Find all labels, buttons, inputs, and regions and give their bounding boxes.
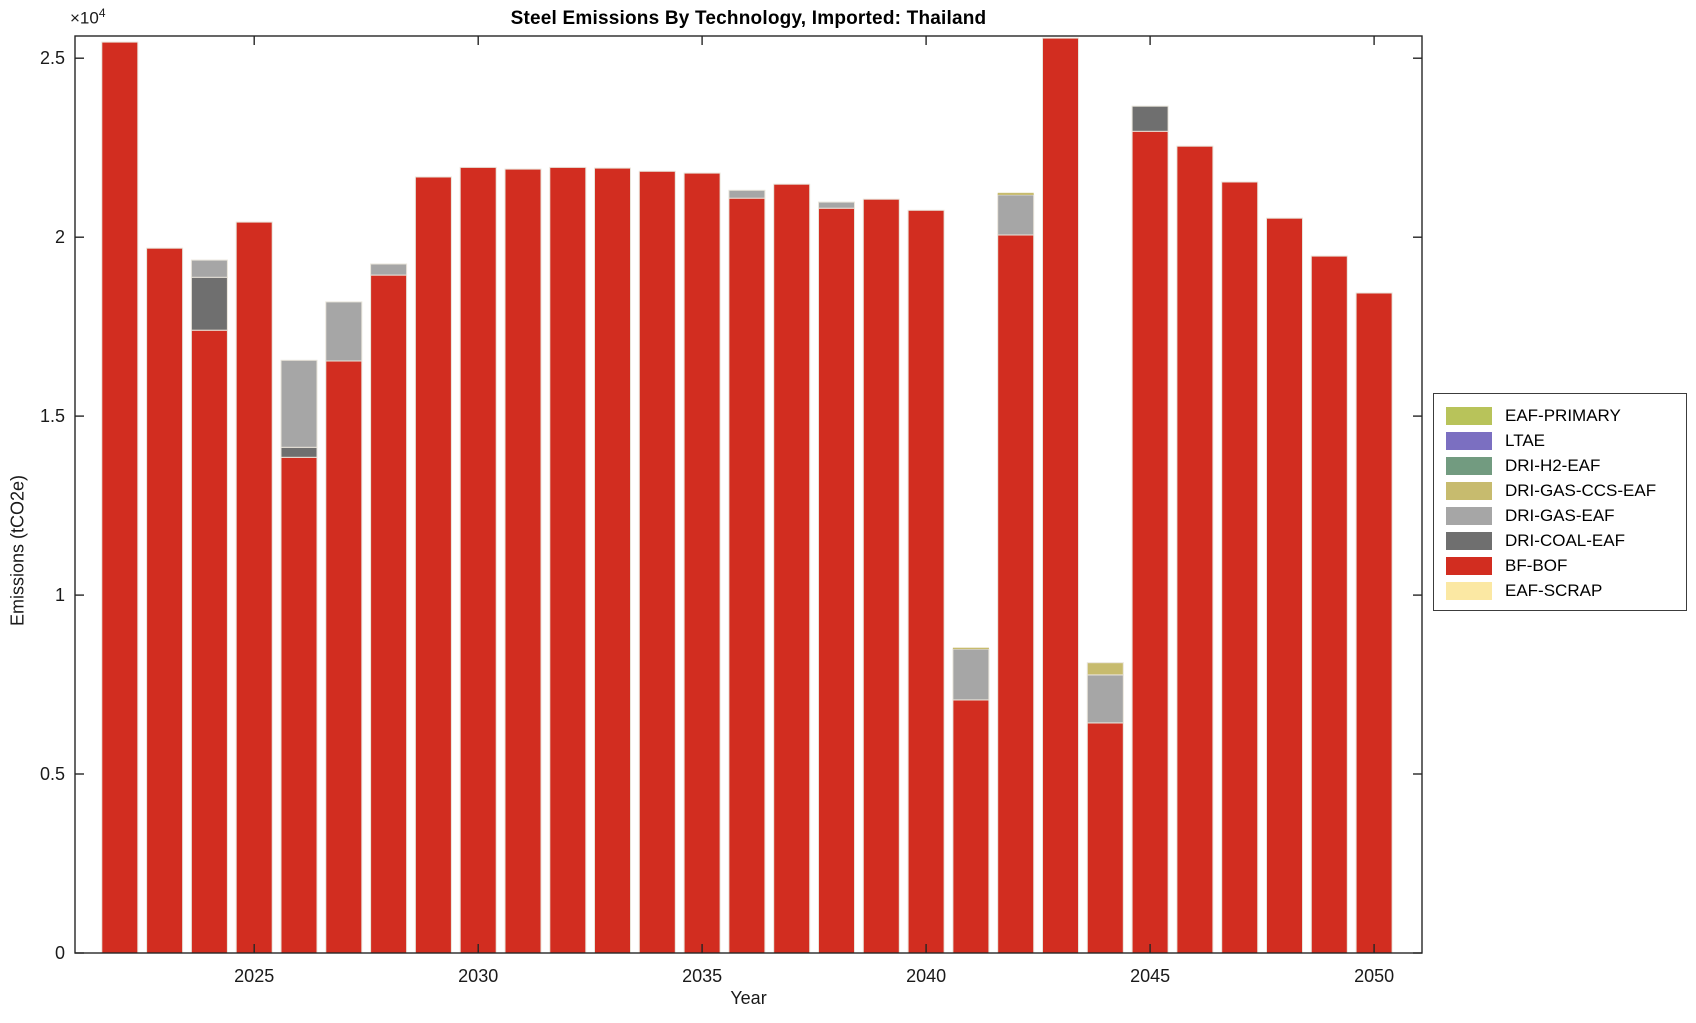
bar-segment-dri-gas-ccs-eaf-2041 xyxy=(952,647,989,650)
bar-segment-dri-gas-ccs-eaf-2044 xyxy=(1086,662,1124,676)
bar-segment-bf-bof-2042 xyxy=(997,234,1035,954)
legend-label: DRI-H2-EAF xyxy=(1505,455,1601,475)
legend-item-eaf-scrap: EAF-SCRAP xyxy=(1446,578,1686,603)
bar-segment-bf-bof-2034 xyxy=(638,170,676,954)
x-tick-label: 2050 xyxy=(1354,966,1394,986)
legend-label: DRI-GAS-EAF xyxy=(1505,505,1615,525)
bar-segment-bf-bof-2024 xyxy=(190,329,228,954)
bar-segment-bf-bof-2047 xyxy=(1221,181,1259,954)
bar-segment-bf-bof-2029 xyxy=(414,176,452,954)
bar-segment-dri-coal-eaf-2026 xyxy=(280,446,318,458)
legend-item-ltae: LTAE xyxy=(1446,428,1686,453)
legend-label: EAF-PRIMARY xyxy=(1505,405,1621,425)
bar-segment-bf-bof-2037 xyxy=(773,183,811,954)
bar-segment-bf-bof-2028 xyxy=(370,274,408,954)
bar-segment-bf-bof-2031 xyxy=(504,168,542,954)
plot-border xyxy=(74,35,1423,954)
legend-label: DRI-COAL-EAF xyxy=(1505,530,1625,550)
y-tick-label: 1 xyxy=(55,585,65,605)
bar-segment-bf-bof-2036 xyxy=(728,197,766,954)
y-tick-label: 0 xyxy=(55,943,65,963)
legend-item-bf-bof: BF-BOF xyxy=(1446,553,1686,578)
bar-segment-bf-bof-2046 xyxy=(1176,145,1214,954)
bar-segment-dri-gas-eaf-2027 xyxy=(325,301,363,362)
bar-segment-bf-bof-2049 xyxy=(1310,255,1348,954)
bar-segment-bf-bof-2022 xyxy=(101,41,139,954)
legend-swatch-dri-gas-ccs-eaf xyxy=(1446,481,1492,500)
x-tick-label: 2035 xyxy=(682,966,722,986)
legend-item-eaf-primary: EAF-PRIMARY xyxy=(1446,403,1686,428)
legend-label: LTAE xyxy=(1505,430,1545,450)
legend: EAF-PRIMARY LTAE DRI-H2-EAF DRI-GAS-CCS-EAF… xyxy=(1433,393,1687,611)
x-axis-label: Year xyxy=(730,988,767,1008)
bar-segment-dri-gas-eaf-2041 xyxy=(952,648,990,701)
legend-swatch-dri-coal-eaf xyxy=(1446,531,1492,550)
bar-segment-dri-gas-eaf-2026 xyxy=(280,359,318,448)
legend-label: BF-BOF xyxy=(1505,555,1568,575)
bar-segment-dri-gas-eaf-2038 xyxy=(818,201,855,209)
legend-item-dri-coal-eaf: DRI-COAL-EAF xyxy=(1446,528,1686,553)
bar-segment-bf-bof-2050 xyxy=(1355,292,1393,954)
legend-item-dri-gas-eaf: DRI-GAS-EAF xyxy=(1446,503,1686,528)
bars-layer xyxy=(101,37,1393,954)
legend-swatch-dri-gas-eaf xyxy=(1446,506,1492,525)
bar-segment-dri-coal-eaf-2045 xyxy=(1131,105,1169,132)
bar-segment-bf-bof-2044 xyxy=(1086,722,1124,954)
bar-segment-dri-gas-ccs-eaf-2042 xyxy=(997,192,1034,195)
y-tick-label: 0.5 xyxy=(40,764,65,784)
chart-title: Steel Emissions By Technology, Imported:… xyxy=(510,8,987,29)
bar-segment-dri-gas-eaf-2036 xyxy=(728,189,766,199)
legend-swatch-eaf-scrap xyxy=(1446,581,1492,600)
legend-swatch-bf-bof xyxy=(1446,556,1492,575)
bar-segment-bf-bof-2023 xyxy=(146,247,184,954)
bar-segment-bf-bof-2030 xyxy=(459,166,497,954)
bar-segment-bf-bof-2041 xyxy=(952,699,990,954)
bar-segment-dri-gas-eaf-2042 xyxy=(997,194,1035,236)
legend-swatch-eaf-primary xyxy=(1446,406,1492,425)
bar-segment-bf-bof-2048 xyxy=(1266,217,1303,954)
y-tick-label: 2 xyxy=(55,227,65,247)
y-axis-multiplier: ×104 xyxy=(70,6,106,29)
legend-swatch-ltae xyxy=(1446,431,1492,450)
bar-segment-dri-gas-eaf-2028 xyxy=(370,263,408,276)
x-tick-label: 2040 xyxy=(906,966,946,986)
bar-segment-dri-gas-eaf-2024 xyxy=(190,259,228,278)
bar-segment-bf-bof-2025 xyxy=(235,221,273,954)
bar-segment-bf-bof-2027 xyxy=(325,360,363,954)
y-tick-label: 2.5 xyxy=(40,48,65,68)
bar-segment-bf-bof-2032 xyxy=(549,166,587,954)
legend-item-dri-h2-eaf: DRI-H2-EAF xyxy=(1446,453,1686,478)
bar-segment-dri-gas-eaf-2044 xyxy=(1086,674,1124,724)
y-axis-multiplier-exponent: 4 xyxy=(98,6,106,20)
bar-segment-bf-bof-2035 xyxy=(683,172,721,954)
bar-segment-bf-bof-2040 xyxy=(907,209,945,954)
bar-segment-bf-bof-2039 xyxy=(862,198,900,954)
bar-segment-bf-bof-2026 xyxy=(280,456,318,954)
legend-label: DRI-GAS-CCS-EAF xyxy=(1505,480,1657,500)
legend-item-dri-gas-ccs-eaf: DRI-GAS-CCS-EAF xyxy=(1446,478,1686,503)
bar-segment-dri-coal-eaf-2024 xyxy=(190,276,228,331)
x-tick-label: 2045 xyxy=(1130,966,1170,986)
y-tick-label: 1.5 xyxy=(40,406,65,426)
bar-segment-bf-bof-2033 xyxy=(594,167,631,954)
axes-layer: 2025 2030 2035 2040 2045 2050 0 0.5 1 1.5 2 2.5 xyxy=(40,35,1423,986)
y-axis-multiplier-base: ×10 xyxy=(70,8,99,28)
bar-segment-bf-bof-2043 xyxy=(1042,37,1079,954)
bar-segment-bf-bof-2045 xyxy=(1131,130,1169,954)
legend-label: EAF-SCRAP xyxy=(1505,580,1603,600)
x-tick-label: 2030 xyxy=(458,966,498,986)
y-axis-label: Emissions (tCO2e) xyxy=(7,474,28,627)
bar-segment-bf-bof-2038 xyxy=(818,207,855,954)
x-tick-label: 2025 xyxy=(234,966,274,986)
legend-swatch-dri-h2-eaf xyxy=(1446,456,1492,475)
